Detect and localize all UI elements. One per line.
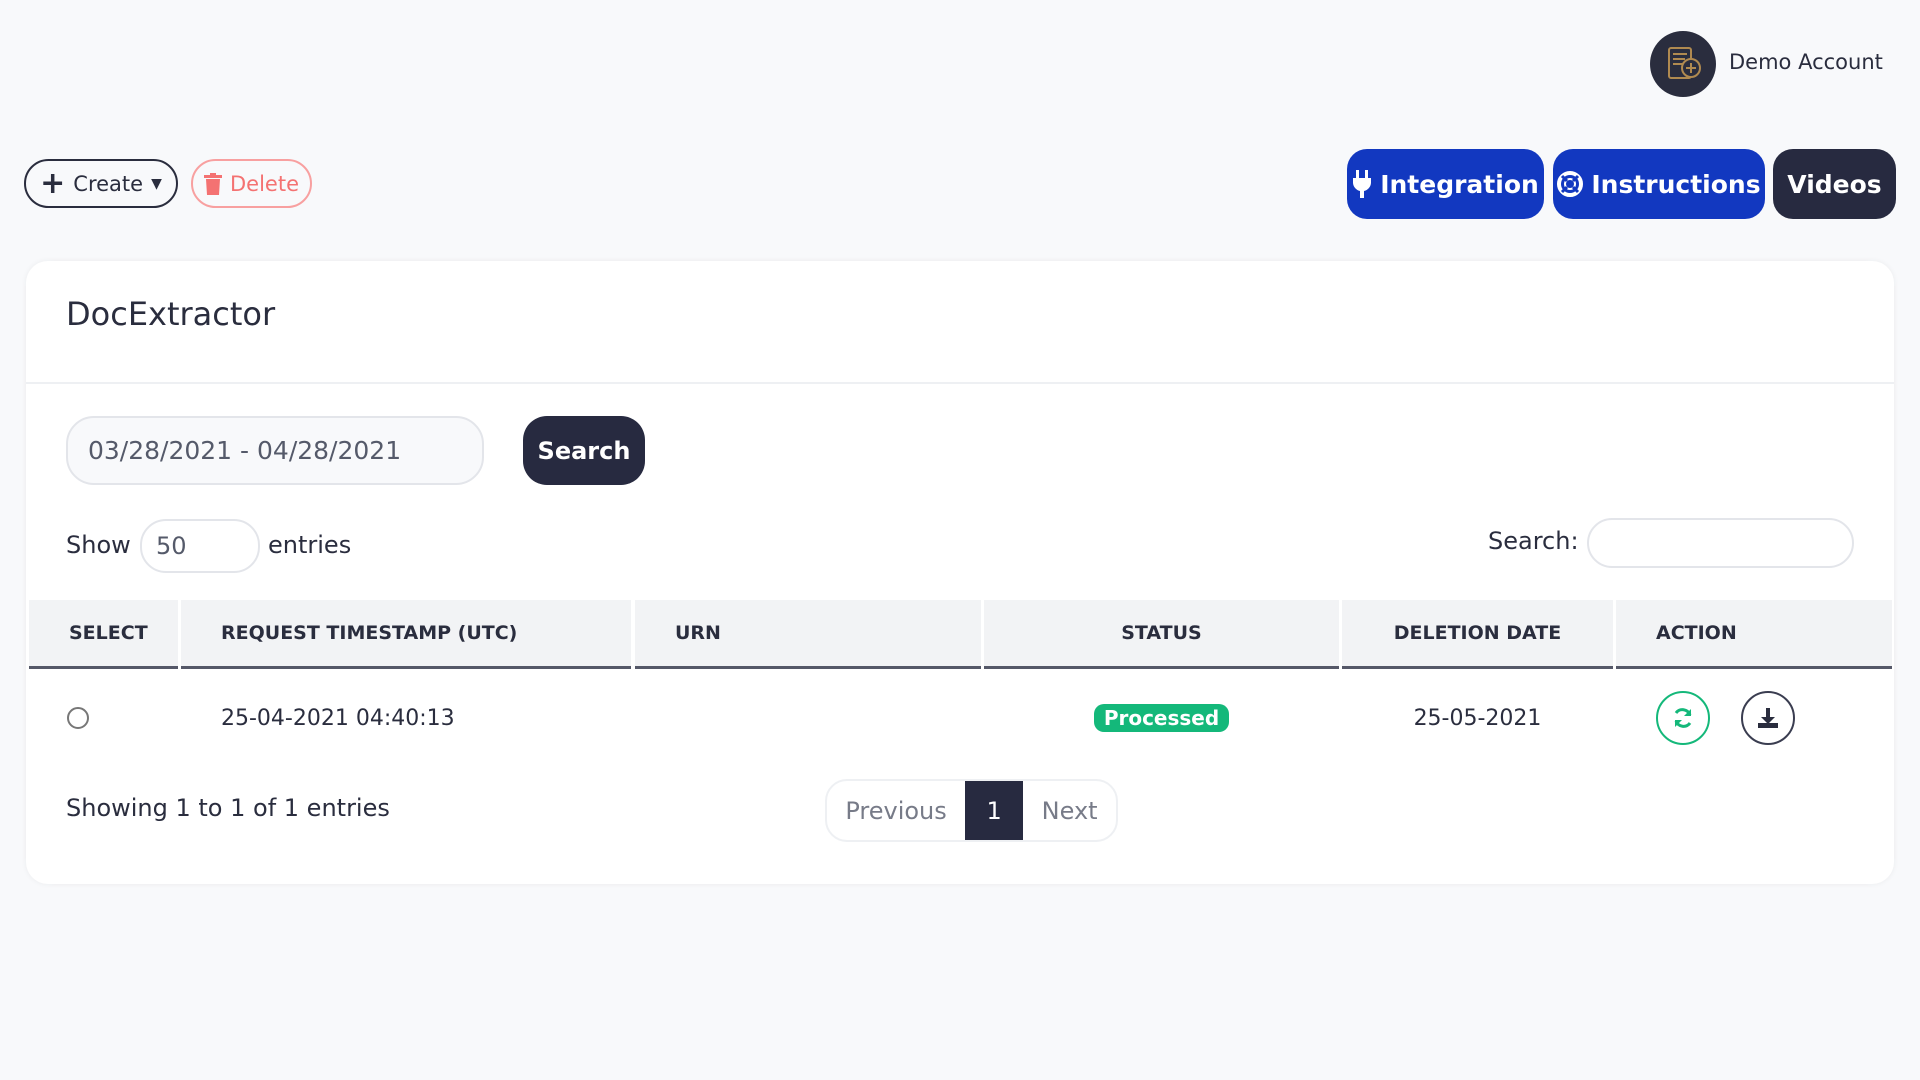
refresh-button[interactable] — [1656, 691, 1710, 745]
create-label: Create — [73, 171, 144, 196]
divider — [26, 382, 1894, 384]
instructions-label: Instructions — [1591, 169, 1761, 199]
col-action[interactable]: ACTION — [1616, 600, 1892, 669]
table-search-label: Search: — [1488, 527, 1579, 555]
page-1-button[interactable]: 1 — [965, 781, 1024, 840]
row-timestamp: 25-04-2021 04:40:13 — [221, 705, 455, 731]
chevron-down-icon: ▼ — [151, 175, 162, 192]
col-deletion-date[interactable]: DELETION DATE — [1342, 600, 1613, 669]
refresh-icon — [1674, 708, 1692, 728]
col-urn[interactable]: URN — [635, 600, 981, 669]
trash-icon — [204, 172, 222, 195]
next-button[interactable]: Next — [1041, 796, 1098, 825]
pagination: Previous 1 Next — [825, 779, 1118, 842]
entries-label: entries — [268, 531, 352, 559]
download-icon — [1758, 708, 1778, 728]
search-button[interactable]: Search — [523, 416, 645, 485]
row-deletion-date: 25-05-2021 — [1413, 705, 1542, 731]
create-button[interactable]: + Create ▼ — [24, 159, 178, 208]
delete-label: Delete — [230, 171, 299, 196]
avatar[interactable] — [1650, 31, 1716, 97]
col-timestamp[interactable]: REQUEST TIMESTAMP (UTC) — [181, 600, 631, 669]
life-ring-icon — [1557, 171, 1584, 197]
plug-icon — [1353, 170, 1372, 198]
delete-button[interactable]: Delete — [191, 159, 312, 208]
docextractor-card: DocExtractor 03/28/2021 - 04/28/2021 Sea… — [26, 261, 1894, 884]
integration-label: Integration — [1380, 169, 1539, 199]
row-select-radio[interactable] — [67, 707, 89, 729]
page-title: DocExtractor — [66, 295, 276, 333]
col-select[interactable]: SELECT — [29, 600, 178, 669]
document-plus-icon — [1668, 47, 1701, 79]
download-button[interactable] — [1741, 691, 1795, 745]
status-badge: Processed — [1093, 704, 1230, 732]
date-range-input[interactable]: 03/28/2021 - 04/28/2021 — [66, 416, 484, 485]
instructions-button[interactable]: Instructions — [1553, 149, 1765, 219]
plus-icon: + — [40, 166, 66, 201]
show-label: Show — [66, 531, 131, 559]
previous-button[interactable]: Previous — [845, 796, 947, 825]
integration-button[interactable]: Integration — [1347, 149, 1544, 219]
entries-select[interactable]: 50 — [140, 519, 260, 573]
table-search-input[interactable] — [1587, 518, 1854, 568]
videos-button[interactable]: Videos — [1773, 149, 1896, 219]
table-info: Showing 1 to 1 of 1 entries — [66, 794, 390, 822]
col-status[interactable]: STATUS — [984, 600, 1339, 669]
account-name[interactable]: Demo Account — [1729, 50, 1883, 74]
videos-label: Videos — [1787, 169, 1882, 199]
